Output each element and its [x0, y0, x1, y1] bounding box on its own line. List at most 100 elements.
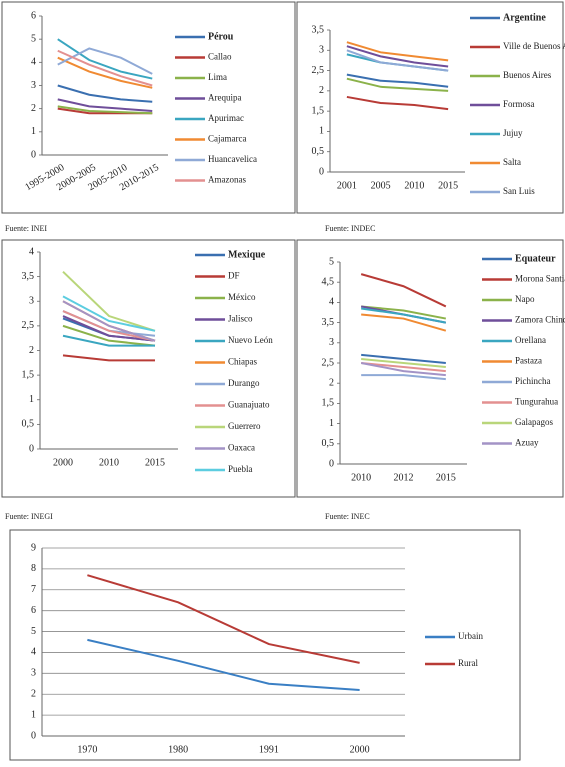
series-line	[57, 47, 153, 75]
x-tick-label: 1980	[168, 744, 188, 755]
x-tick-label: 2015	[145, 457, 165, 468]
series-line	[346, 41, 449, 62]
series-line	[346, 45, 449, 68]
legend-label: Chiapas	[228, 357, 257, 367]
legend-label: Zamora Chinchipe	[515, 315, 565, 325]
y-tick-label: 2	[29, 345, 34, 356]
y-tick-label: 8	[31, 563, 36, 574]
x-tick-label: 2010	[404, 180, 424, 191]
x-tick-label: 2001	[337, 180, 357, 191]
legend-label: Urbain	[458, 631, 483, 641]
y-tick-label: 3,5	[322, 317, 335, 328]
series-line	[346, 77, 449, 92]
legend-label: Oaxaca	[228, 443, 255, 453]
series-line	[57, 56, 153, 89]
legend-label: México	[228, 292, 256, 302]
legend-label: Argentine	[503, 12, 546, 23]
legend-label: Ville de Buenos Aires	[503, 41, 565, 51]
y-tick-label: 2	[31, 689, 36, 700]
series-line	[62, 270, 156, 332]
series-line	[361, 362, 446, 373]
legend-label: Jujuy	[503, 128, 523, 138]
series-line	[361, 305, 447, 320]
source-note: Fuente: INEC	[325, 512, 370, 521]
series-line	[62, 315, 156, 342]
legend-label: Cajamarca	[208, 134, 246, 144]
legend-label: Arequipa	[208, 93, 242, 103]
y-tick-label: 0	[31, 149, 36, 160]
legend-label: Tungurahua	[515, 397, 558, 407]
x-tick-label: 2010	[351, 472, 371, 483]
series-line	[360, 273, 447, 308]
y-tick-label: 4,5	[322, 276, 335, 287]
legend-label: Salta	[503, 157, 521, 167]
x-tick-label: 2015	[438, 180, 458, 191]
legend-label: Puebla	[228, 464, 253, 474]
legend-label: Callao	[208, 52, 232, 62]
legend-label: Equateur	[515, 253, 556, 264]
legend-label: Huancavelica	[208, 154, 257, 164]
y-tick-label: 0	[319, 166, 324, 177]
y-tick-label: 3	[31, 80, 36, 91]
y-tick-label: 1	[329, 418, 334, 429]
series-line	[62, 310, 156, 342]
y-tick-label: 1	[319, 126, 324, 137]
legend-label: Guanajuato	[228, 400, 270, 410]
legend-label: Jalisco	[228, 314, 253, 324]
legend-label: Pichincha	[515, 376, 551, 386]
y-tick-label: 1	[31, 126, 36, 137]
source-note: Fuente: INEGI	[5, 512, 53, 521]
y-tick-label: 5	[31, 33, 36, 44]
y-tick-label: 5	[31, 626, 36, 637]
series-line	[62, 300, 156, 342]
series-line	[57, 105, 153, 115]
series-line	[57, 84, 153, 103]
legend-label: Pastaza	[515, 356, 542, 366]
x-tick-label: 2000	[350, 744, 370, 755]
legend-label: Nuevo León	[228, 335, 273, 345]
y-tick-label: 4	[29, 246, 34, 257]
y-tick-label: 1,5	[312, 105, 325, 116]
y-tick-label: 6	[31, 10, 36, 21]
panel-frame	[1, 239, 296, 498]
y-tick-label: 2,5	[312, 65, 325, 76]
y-tick-label: 0,5	[322, 438, 335, 449]
legend-label: Rural	[458, 658, 478, 668]
legend-label: San Luis	[503, 186, 535, 196]
legend-label: Amazonas	[208, 175, 246, 185]
series-line	[87, 574, 360, 664]
y-tick-label: 4	[31, 57, 36, 68]
y-tick-label: 0,5	[22, 419, 35, 430]
y-tick-label: 2,5	[322, 357, 335, 368]
legend-label: Azuay	[515, 438, 539, 448]
legend-label: Durango	[228, 378, 260, 388]
y-tick-label: 0,5	[312, 146, 325, 157]
x-tick-label: 2015	[436, 472, 456, 483]
series-line	[346, 49, 449, 72]
y-tick-label: 4	[329, 297, 334, 308]
y-tick-label: 3,5	[312, 24, 325, 35]
y-tick-label: 4	[31, 647, 36, 658]
series-line	[346, 95, 449, 111]
series-line	[346, 73, 449, 88]
series-line	[361, 307, 447, 324]
legend-label: Mexique	[228, 249, 266, 260]
series-line	[360, 362, 446, 377]
panel-frame	[296, 1, 564, 214]
panel-frame	[296, 239, 564, 498]
series-line	[361, 353, 446, 364]
x-tick-label: 2012	[394, 472, 414, 483]
series-line	[361, 313, 447, 332]
series-line	[62, 354, 155, 362]
y-tick-label: 3,5	[22, 271, 35, 282]
y-tick-label: 1	[31, 709, 36, 720]
source-note: Fuente: INDEC	[325, 224, 375, 233]
legend-label: Morona Santiago	[515, 274, 565, 284]
legend-label: Pérou	[208, 31, 234, 42]
y-tick-label: 6	[31, 605, 36, 616]
y-tick-label: 3	[319, 45, 324, 56]
x-tick-label: 1970	[77, 744, 97, 755]
y-tick-label: 2	[319, 85, 324, 96]
y-tick-label: 0	[329, 458, 334, 469]
series-line	[62, 334, 155, 347]
